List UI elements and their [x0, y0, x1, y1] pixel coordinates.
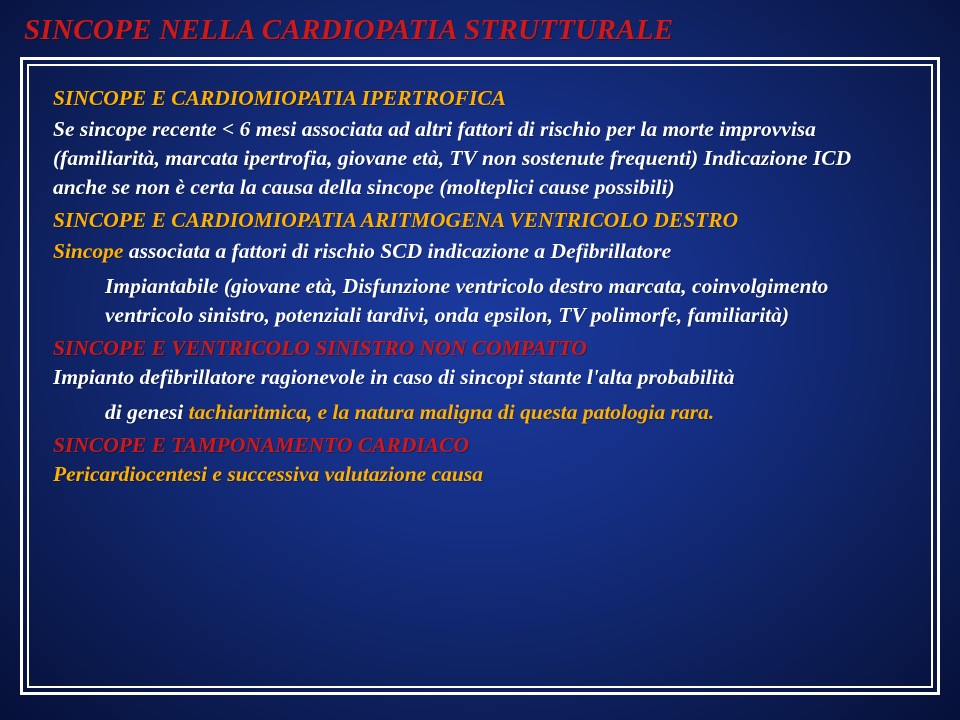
section-4-body: Pericardiocentesi e successiva valutazio… [53, 460, 907, 489]
section-1-body: Se sincope recente < 6 mesi associata ad… [53, 115, 907, 202]
section-3-heading: SINCOPE E VENTRICOLO SINISTRO NON COMPAT… [53, 336, 907, 361]
section-2-lead-white: associata a fattori di rischio SCD indic… [129, 239, 671, 263]
inner-frame: SINCOPE E CARDIOMIOPATIA IPERTROFICA Se … [27, 64, 933, 688]
section-3-indent-orange: tachiaritmica, e la natura maligna di qu… [189, 400, 715, 424]
outer-frame: SINCOPE E CARDIOMIOPATIA IPERTROFICA Se … [20, 57, 940, 695]
slide-title: SINCOPE NELLA CARDIOPATIA STRUTTURALE [24, 14, 940, 47]
section-1-heading: SINCOPE E CARDIOMIOPATIA IPERTROFICA [53, 86, 907, 111]
section-2-lead-orange: Sincope [53, 239, 129, 263]
section-2-indent: Impiantabile (giovane età, Disfunzione v… [105, 272, 907, 330]
section-3-line1: Impianto defibrillatore ragionevole in c… [53, 363, 907, 392]
slide: SINCOPE NELLA CARDIOPATIA STRUTTURALE SI… [0, 0, 960, 720]
section-3-indent: di genesi tachiaritmica, e la natura mal… [105, 398, 907, 427]
section-4-heading: SINCOPE E TAMPONAMENTO CARDIACO [53, 433, 907, 458]
section-2-heading: SINCOPE E CARDIOMIOPATIA ARITMOGENA VENT… [53, 208, 907, 233]
section-2-lead: Sincope associata a fattori di rischio S… [53, 237, 907, 266]
section-3-indent-white: di genesi [105, 400, 189, 424]
